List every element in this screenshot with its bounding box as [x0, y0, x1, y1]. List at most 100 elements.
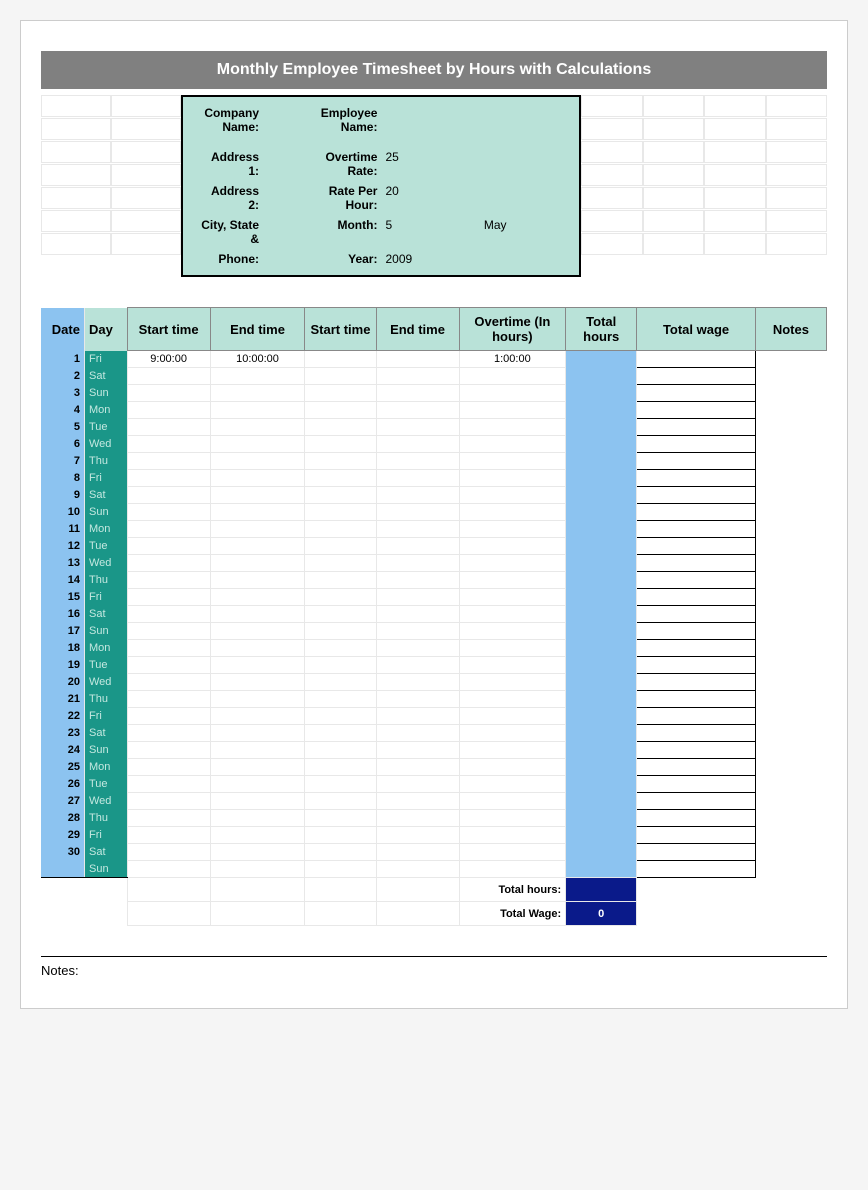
cell-start1[interactable]: [127, 470, 210, 487]
cell-start2[interactable]: [305, 827, 376, 844]
cell-date[interactable]: [41, 861, 84, 878]
cell-date[interactable]: 27: [41, 793, 84, 810]
cell-end2[interactable]: [376, 725, 459, 742]
cell-overtime[interactable]: [459, 776, 566, 793]
cell-start2[interactable]: [305, 759, 376, 776]
cell-start2[interactable]: [305, 538, 376, 555]
cell-start2[interactable]: [305, 674, 376, 691]
cell-overtime[interactable]: [459, 623, 566, 640]
cell-end1[interactable]: [210, 708, 305, 725]
cell-date[interactable]: 12: [41, 538, 84, 555]
cell-end1[interactable]: [210, 504, 305, 521]
cell-notes[interactable]: [755, 844, 826, 861]
cell-start2[interactable]: [305, 844, 376, 861]
cell-overtime[interactable]: [459, 572, 566, 589]
cell-end1[interactable]: [210, 487, 305, 504]
cell-notes[interactable]: [755, 453, 826, 470]
cell-end1[interactable]: [210, 623, 305, 640]
cell-overtime[interactable]: [459, 385, 566, 402]
cell-end1[interactable]: [210, 368, 305, 385]
cell-start2[interactable]: [305, 606, 376, 623]
cell-start2[interactable]: [305, 793, 376, 810]
cell-start2[interactable]: [305, 708, 376, 725]
cell-end2[interactable]: [376, 385, 459, 402]
cell-date[interactable]: 1: [41, 351, 84, 368]
cell-start1[interactable]: [127, 368, 210, 385]
cell-end2[interactable]: [376, 606, 459, 623]
cell-notes[interactable]: [755, 436, 826, 453]
cell-date[interactable]: 6: [41, 436, 84, 453]
cell-end2[interactable]: [376, 793, 459, 810]
cell-end2[interactable]: [376, 827, 459, 844]
cell-overtime[interactable]: [459, 725, 566, 742]
cell-start1[interactable]: [127, 776, 210, 793]
cell-date[interactable]: 7: [41, 453, 84, 470]
cell-start2[interactable]: [305, 385, 376, 402]
cell-start2[interactable]: [305, 402, 376, 419]
cell-notes[interactable]: [755, 368, 826, 385]
cell-start1[interactable]: [127, 419, 210, 436]
cell-end1[interactable]: [210, 657, 305, 674]
cell-end1[interactable]: [210, 861, 305, 878]
cell-start1[interactable]: [127, 623, 210, 640]
cell-start1[interactable]: [127, 793, 210, 810]
cell-notes[interactable]: [755, 827, 826, 844]
cell-start2[interactable]: [305, 861, 376, 878]
cell-overtime[interactable]: [459, 419, 566, 436]
cell-start1[interactable]: [127, 504, 210, 521]
cell-end1[interactable]: [210, 827, 305, 844]
cell-end2[interactable]: [376, 742, 459, 759]
cell-notes[interactable]: [755, 470, 826, 487]
cell-notes[interactable]: [755, 725, 826, 742]
cell-start2[interactable]: [305, 623, 376, 640]
cell-date[interactable]: 2: [41, 368, 84, 385]
cell-date[interactable]: 15: [41, 589, 84, 606]
cell-end1[interactable]: [210, 606, 305, 623]
cell-date[interactable]: 5: [41, 419, 84, 436]
cell-date[interactable]: 21: [41, 691, 84, 708]
cell-date[interactable]: 4: [41, 402, 84, 419]
cell-end1[interactable]: [210, 419, 305, 436]
cell-start1[interactable]: [127, 810, 210, 827]
cell-overtime[interactable]: 1:00:00: [459, 351, 566, 368]
cell-end2[interactable]: [376, 555, 459, 572]
cell-end2[interactable]: [376, 844, 459, 861]
cell-end2[interactable]: [376, 861, 459, 878]
cell-end2[interactable]: [376, 487, 459, 504]
cell-start2[interactable]: [305, 725, 376, 742]
cell-end2[interactable]: [376, 623, 459, 640]
cell-end2[interactable]: [376, 708, 459, 725]
cell-end2[interactable]: [376, 368, 459, 385]
cell-notes[interactable]: [755, 487, 826, 504]
cell-date[interactable]: 17: [41, 623, 84, 640]
cell-overtime[interactable]: [459, 368, 566, 385]
cell-date[interactable]: 24: [41, 742, 84, 759]
cell-start2[interactable]: [305, 657, 376, 674]
cell-overtime[interactable]: [459, 504, 566, 521]
cell-overtime[interactable]: [459, 827, 566, 844]
cell-end1[interactable]: [210, 759, 305, 776]
cell-end2[interactable]: [376, 810, 459, 827]
cell-start1[interactable]: [127, 402, 210, 419]
cell-notes[interactable]: [755, 351, 826, 368]
cell-date[interactable]: 3: [41, 385, 84, 402]
cell-start1[interactable]: [127, 708, 210, 725]
cell-start2[interactable]: [305, 368, 376, 385]
cell-date[interactable]: 16: [41, 606, 84, 623]
cell-overtime[interactable]: [459, 759, 566, 776]
cell-start1[interactable]: [127, 861, 210, 878]
cell-overtime[interactable]: [459, 453, 566, 470]
cell-end1[interactable]: [210, 589, 305, 606]
cell-end1[interactable]: [210, 385, 305, 402]
cell-end2[interactable]: [376, 436, 459, 453]
cell-date[interactable]: 10: [41, 504, 84, 521]
cell-start1[interactable]: [127, 589, 210, 606]
cell-overtime[interactable]: [459, 470, 566, 487]
cell-overtime[interactable]: [459, 521, 566, 538]
cell-date[interactable]: 23: [41, 725, 84, 742]
cell-start2[interactable]: [305, 572, 376, 589]
cell-overtime[interactable]: [459, 640, 566, 657]
cell-start1[interactable]: [127, 640, 210, 657]
cell-date[interactable]: 11: [41, 521, 84, 538]
cell-end2[interactable]: [376, 589, 459, 606]
